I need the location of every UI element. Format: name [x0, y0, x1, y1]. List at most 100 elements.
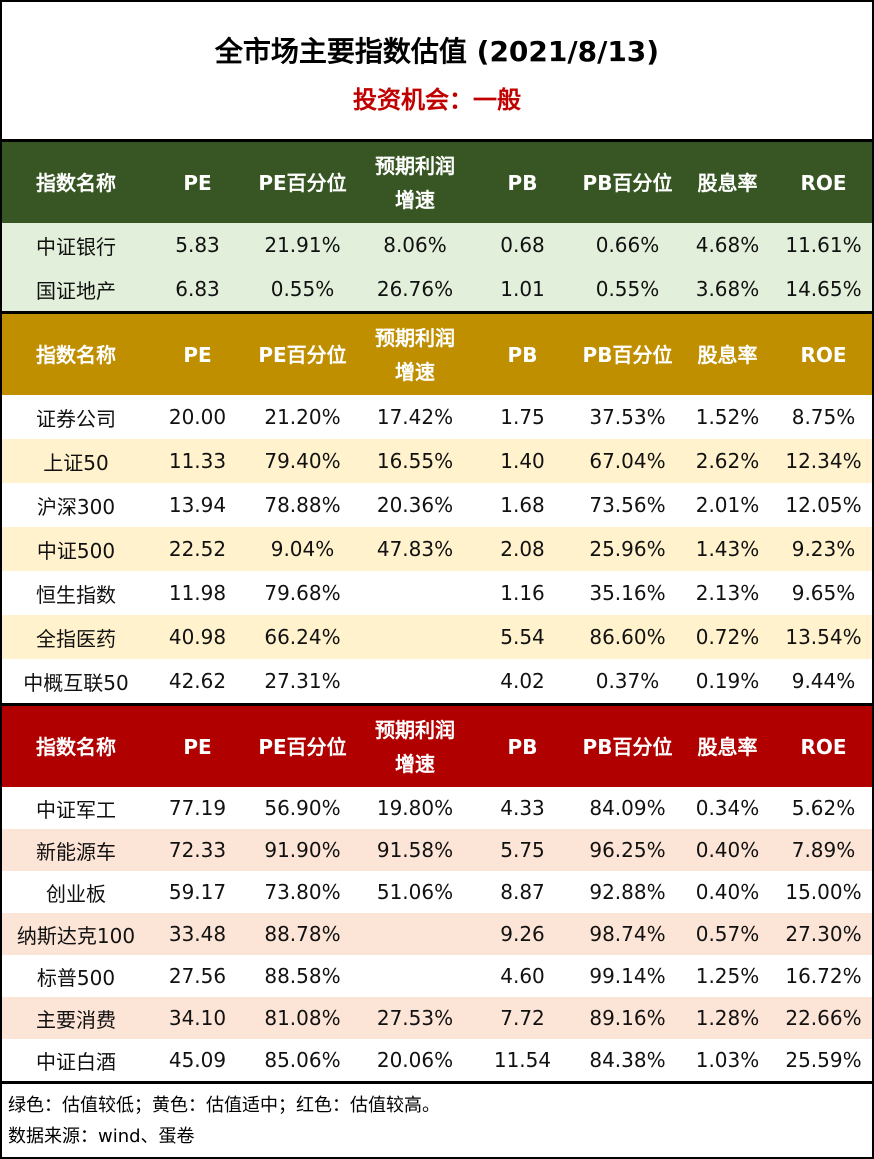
- value-cell: 27.53%: [376, 1006, 454, 1030]
- value-cell: 8.06%: [383, 233, 447, 257]
- header-cell: PB百分位: [582, 170, 673, 195]
- value-cell: 16.72%: [785, 964, 862, 988]
- value-cell: 6.83: [175, 277, 220, 301]
- header-cell: PB: [507, 342, 538, 367]
- header-cell: ROE: [800, 734, 847, 759]
- table-row: 纳斯达克100 33.48 88.78% 9.26 98.74% 0.57% 27.30%: [2, 913, 872, 955]
- value-cell: 0.55%: [270, 277, 335, 301]
- value-cell: 0.19%: [695, 669, 760, 693]
- value-cell: 11.61%: [785, 233, 862, 257]
- value-cell: 84.09%: [589, 796, 666, 820]
- value-cell: 40.98: [168, 625, 227, 649]
- header-cell: PE百分位: [258, 342, 347, 367]
- header-cell: 预期利润 增速: [375, 325, 455, 384]
- value-cell: 81.08%: [264, 1006, 341, 1030]
- table-row: 新能源车 72.33 91.90% 91.58% 5.75 96.25% 0.40% 7.89…: [2, 829, 872, 871]
- valuation-table: 指数名称 PE PE百分位 预期利润 增速 PB PB百分位 股息率 ROE 中证银行 5.83 2…: [2, 142, 872, 1084]
- value-cell: 0.34%: [695, 796, 760, 820]
- value-cell: 7.89%: [791, 838, 856, 862]
- value-cell: 0.68: [500, 233, 545, 257]
- section-high: 指数名称 PE PE百分位 预期利润 增速 PB PB百分位 股息率 ROE 中证军工 77.19…: [2, 706, 872, 1084]
- index-name-cell: 中证军工: [36, 797, 116, 822]
- index-name-cell: 中证银行: [36, 234, 116, 259]
- value-cell: 8.75%: [791, 405, 856, 429]
- value-cell: 21.20%: [264, 405, 341, 429]
- header-row: 指数名称 PE PE百分位 预期利润 增速 PB PB百分位 股息率 ROE: [2, 142, 872, 223]
- value-cell: 22.52: [168, 537, 227, 561]
- page-title: 全市场主要指数估值 (2021/8/13): [214, 35, 660, 68]
- table-row: 全指医药 40.98 66.24% 5.54 86.60% 0.72% 13.54%: [2, 615, 872, 659]
- value-cell: 5.54: [500, 625, 545, 649]
- header-cell: 预期利润 增速: [375, 717, 455, 776]
- color-legend-note: 绿色：估值较低；黄色：估值适中；红色：估值较高。: [8, 1095, 440, 1116]
- value-cell: 25.59%: [785, 1048, 862, 1072]
- index-name-cell: 证券公司: [36, 406, 116, 431]
- table-row: 标普500 27.56 88.58% 4.60 99.14% 1.25% 16.72%: [2, 955, 872, 997]
- value-cell: 22.66%: [785, 1006, 862, 1030]
- index-name-cell: 创业板: [46, 881, 106, 906]
- table-row: 中证军工 77.19 56.90% 19.80% 4.33 84.09% 0.34% 5.62…: [2, 787, 872, 829]
- value-cell: 5.75: [500, 838, 545, 862]
- value-cell: 1.25%: [695, 964, 760, 988]
- section-low: 指数名称 PE PE百分位 预期利润 增速 PB PB百分位 股息率 ROE 中证银行 5.83 2…: [2, 142, 872, 314]
- value-cell: 1.03%: [695, 1048, 760, 1072]
- value-cell: 0.66%: [595, 233, 660, 257]
- value-cell: 42.62: [168, 669, 227, 693]
- value-cell: 17.42%: [376, 405, 454, 429]
- value-cell: 19.80%: [376, 796, 454, 820]
- header-cell: PB百分位: [582, 734, 673, 759]
- title-box: 全市场主要指数估值 (2021/8/13) 投资机会：一般: [2, 2, 872, 142]
- value-cell: 9.26: [500, 922, 545, 946]
- table-row: 沪深300 13.94 78.88% 20.36% 1.68 73.56% 2.01% 12.…: [2, 483, 872, 527]
- value-cell: 20.00: [168, 405, 227, 429]
- value-cell: 92.88%: [589, 880, 666, 904]
- value-cell: 88.58%: [264, 964, 341, 988]
- value-cell: 86.60%: [589, 625, 666, 649]
- value-cell: 1.16: [500, 581, 545, 605]
- header-cell: 指数名称: [36, 342, 116, 367]
- value-cell: 34.10: [168, 1006, 227, 1030]
- value-cell: 84.38%: [589, 1048, 666, 1072]
- index-name-cell: 中证白酒: [36, 1049, 116, 1074]
- value-cell: 16.55%: [376, 449, 454, 473]
- header-cell: PB: [507, 170, 538, 195]
- table-row: 证券公司 20.00 21.20% 17.42% 1.75 37.53% 1.52% 8.75…: [2, 395, 872, 439]
- value-cell: 27.30%: [785, 922, 862, 946]
- value-cell: 73.56%: [589, 493, 666, 517]
- value-cell: 47.83%: [376, 537, 454, 561]
- index-name-cell: 全指医药: [36, 626, 116, 651]
- value-cell: 1.40: [500, 449, 545, 473]
- index-name-cell: 恒生指数: [36, 582, 116, 607]
- table-row: 中概互联50 42.62 27.31% 4.02 0.37% 0.19% 9.44%: [2, 659, 872, 703]
- value-cell: 4.68%: [695, 233, 760, 257]
- header-cell: PE: [183, 734, 212, 759]
- value-cell: 7.72: [500, 1006, 545, 1030]
- value-cell: 0.57%: [695, 922, 760, 946]
- value-cell: 9.23%: [791, 537, 856, 561]
- value-cell: 11.33: [168, 449, 227, 473]
- footer: 绿色：估值较低；黄色：估值适中；红色：估值较高。 数据来源：wind、蛋卷: [2, 1084, 872, 1158]
- value-cell: 45.09: [168, 1048, 227, 1072]
- value-cell: 1.52%: [695, 405, 760, 429]
- header-cell: ROE: [800, 170, 847, 195]
- header-cell: 股息率: [697, 342, 758, 367]
- value-cell: 96.25%: [589, 838, 666, 862]
- value-cell: 9.04%: [270, 537, 335, 561]
- value-cell: 20.06%: [376, 1048, 454, 1072]
- value-cell: 35.16%: [589, 581, 666, 605]
- data-source-note: 数据来源：wind、蛋卷: [8, 1126, 195, 1147]
- value-cell: 9.65%: [791, 581, 856, 605]
- header-row: 指数名称 PE PE百分位 预期利润 增速 PB PB百分位 股息率 ROE: [2, 706, 872, 787]
- value-cell: 11.54: [493, 1048, 552, 1072]
- value-cell: 20.36%: [376, 493, 454, 517]
- header-cell: 股息率: [697, 170, 758, 195]
- value-cell: 13.94: [168, 493, 227, 517]
- value-cell: 12.34%: [785, 449, 862, 473]
- value-cell: 59.17: [168, 880, 227, 904]
- value-cell: 79.40%: [264, 449, 341, 473]
- value-cell: 25.96%: [589, 537, 666, 561]
- value-cell: 9.44%: [791, 669, 856, 693]
- value-cell: 56.90%: [264, 796, 341, 820]
- header-cell: PB: [507, 734, 538, 759]
- value-cell: 88.78%: [264, 922, 341, 946]
